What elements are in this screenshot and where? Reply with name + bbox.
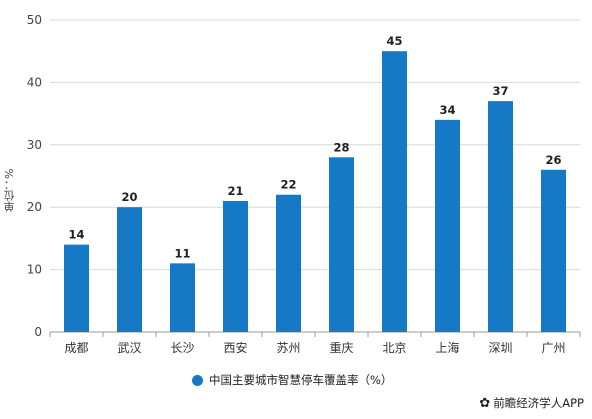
data-label: 22 (280, 178, 296, 192)
data-label: 37 (492, 84, 508, 98)
data-label: 34 (439, 103, 455, 117)
y-tick-label: 20 (27, 200, 42, 214)
bar (64, 244, 89, 332)
paw-icon: ✿ (479, 395, 491, 411)
data-label: 14 (68, 228, 84, 242)
bar (541, 169, 566, 332)
y-tick-label: 50 (27, 13, 42, 27)
bar (117, 207, 142, 332)
y-tick-label: 30 (27, 138, 42, 152)
y-tick-label: 10 (27, 263, 42, 277)
bar (488, 101, 513, 333)
bar (223, 200, 248, 332)
legend-marker-icon (192, 374, 203, 386)
data-label: 45 (386, 34, 402, 48)
x-tick-label: 深圳 (488, 341, 512, 355)
x-tick-label: 上海 (435, 340, 459, 355)
credit-text: 前瞻经济学人APP (493, 396, 584, 410)
bar (435, 119, 460, 332)
y-tick-label: 40 (27, 75, 42, 89)
data-label: 26 (545, 153, 561, 167)
data-label: 28 (333, 140, 349, 154)
bar (170, 263, 195, 332)
credit: ✿ 前瞻经济学人APP (479, 395, 584, 411)
y-axis-label: 单位：% (3, 168, 16, 212)
x-tick-label: 北京 (382, 341, 406, 355)
x-tick-label: 广州 (541, 341, 565, 355)
x-tick-label: 长沙 (170, 341, 194, 355)
x-tick-label: 武汉 (117, 341, 141, 355)
x-tick-label: 苏州 (276, 341, 300, 355)
bar (276, 194, 301, 332)
x-tick-label: 成都 (64, 341, 88, 355)
y-tick-label: 0 (34, 325, 42, 339)
bar (382, 51, 407, 332)
legend-label: 中国主要城市智慧停车覆盖率（%） (209, 373, 393, 387)
x-tick-label: 重庆 (329, 341, 353, 355)
bar (329, 157, 354, 332)
x-tick-label: 西安 (223, 340, 247, 355)
data-label: 21 (227, 184, 243, 198)
data-label: 20 (121, 190, 137, 204)
legend: 中国主要城市智慧停车覆盖率（%） (192, 371, 392, 389)
data-label: 11 (174, 246, 190, 260)
